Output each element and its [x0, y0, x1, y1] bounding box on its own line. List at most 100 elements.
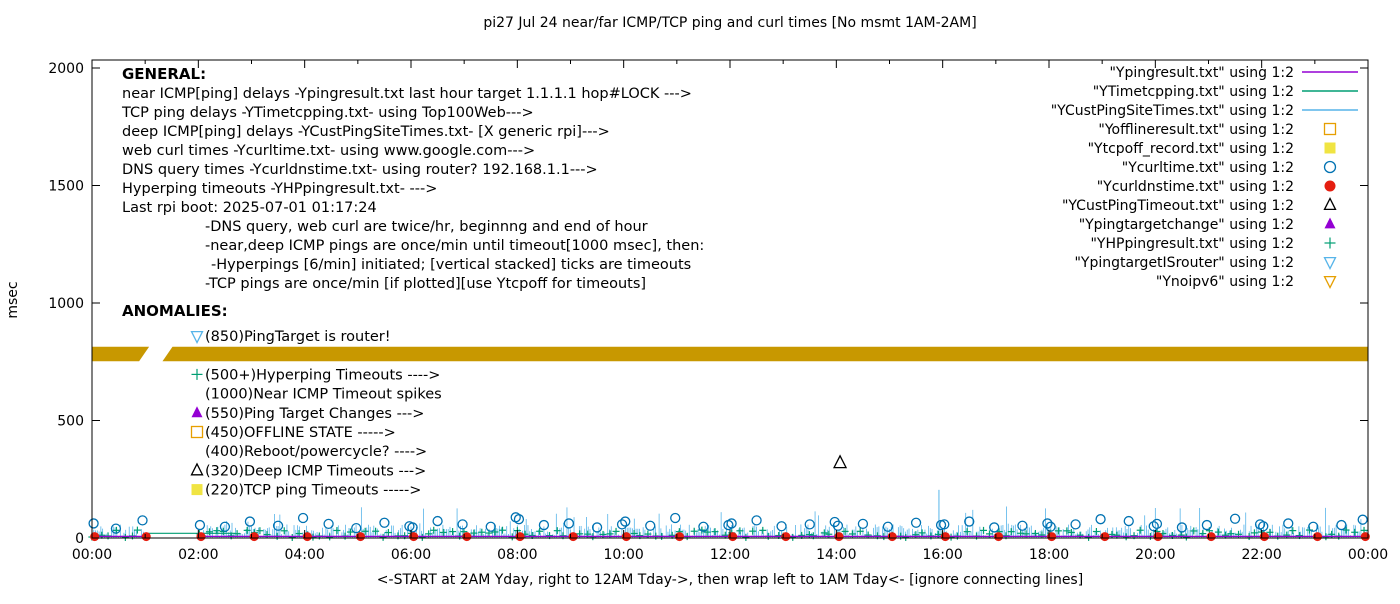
plus-icon: [1190, 527, 1198, 535]
plus-icon: [690, 527, 698, 535]
legend-item-label: "YHPpingresult.txt" using 1:2: [1090, 236, 1294, 252]
x-tick-label: 06:00: [391, 547, 431, 563]
general-line: -near,deep ICMP pings are once/min until…: [205, 238, 704, 254]
triangle-open-icon: [832, 454, 848, 469]
circle-open-icon: [910, 517, 922, 528]
plus-icon: [478, 528, 486, 536]
plus-icon: [864, 531, 872, 539]
plus-icon: [1054, 527, 1062, 535]
general-line: Hyperping timeouts -YHPpingresult.txt- -…: [122, 181, 437, 197]
plus-icon: [553, 527, 561, 535]
circle-open-icon: [538, 519, 550, 531]
plus-icon: [1342, 526, 1350, 534]
plus-icon: [1038, 531, 1046, 539]
circle-open-icon: [297, 512, 309, 524]
plus-icon: [191, 368, 203, 380]
circle-open-icon: [1357, 514, 1368, 525]
circle-open-icon: [1017, 520, 1028, 531]
anomaly-line: (450)OFFLINE STATE ----->: [205, 425, 396, 441]
legend-item-label: "Ycurldnstime.txt" using 1:2: [1097, 179, 1294, 195]
y-tick-label: 0: [75, 531, 84, 547]
plus-icon: [288, 533, 296, 541]
x-tick-label: 08:00: [497, 547, 537, 563]
legend-item: "YCustPingSiteTimes.txt" using 1:2: [1051, 103, 1358, 119]
circle-open-icon: [351, 522, 362, 534]
plus-icon: [902, 533, 910, 541]
circle-open-icon: [1176, 522, 1188, 533]
circle-open-icon: [432, 515, 443, 527]
circle-open-icon: [219, 521, 231, 532]
plus-icon: [789, 533, 797, 541]
circle-open-icon: [989, 522, 1000, 533]
circle-open-icon: [88, 518, 99, 529]
legend-item-label: "Yofflineresult.txt" using 1:2: [1098, 122, 1294, 138]
legend-item-label: "YCustPingTimeout.txt" using 1:2: [1062, 198, 1294, 214]
x-axis-label: <-START at 2AM Yday, right to 12AM Tday-…: [377, 572, 1083, 588]
legend-item-label: "Ynoipv6" using 1:2: [1156, 274, 1294, 290]
circle-open-icon: [1323, 160, 1337, 174]
noipv6-band-left: [92, 346, 150, 362]
general-line: -DNS query, web curl are twice/hr, begin…: [205, 219, 648, 235]
general-line: web curl times -Ycurltime.txt- using www…: [122, 143, 535, 159]
anomaly-line: (1000)Near ICMP Timeout spikes: [205, 387, 442, 403]
plus-icon: [980, 526, 988, 534]
general-line: -TCP pings are once/min [if plotted][use…: [205, 276, 646, 292]
x-tick-label: 20:00: [1135, 547, 1175, 563]
circle-filled-icon: [141, 532, 151, 542]
general-line: deep ICMP[ping] delays -YCustPingSiteTim…: [122, 124, 610, 140]
square-open-icon: [1323, 122, 1337, 136]
circle-open-icon: [804, 519, 815, 530]
y-axis-label: msec: [5, 281, 21, 318]
anomaly-line: (320)Deep ICMP Timeouts --->: [205, 463, 426, 479]
circle-open-icon: [1229, 513, 1241, 524]
plus-icon: [1289, 527, 1297, 535]
plus-icon: [918, 529, 926, 537]
circle-open-icon: [726, 518, 737, 529]
x-tick-label: 16:00: [922, 547, 962, 563]
circle-open-icon: [698, 521, 709, 532]
circle-open-icon: [939, 519, 950, 530]
legend-item: "Ytcpoff_record.txt" using 1:2: [1088, 141, 1336, 157]
general-line: -Hyperpings [6/min] initiated; [vertical…: [211, 257, 691, 273]
plus-icon: [963, 528, 971, 536]
plus-icon: [612, 527, 620, 535]
circle-open-icon: [513, 514, 525, 525]
general-heading: GENERAL:: [122, 65, 206, 83]
circle-open-icon: [110, 523, 122, 534]
circle-open-icon: [832, 520, 844, 531]
plus-icon: [820, 529, 828, 537]
y-tick-label: 1500: [48, 179, 84, 195]
legend-item: "Ypingtargetchange" using 1:2: [1079, 217, 1336, 233]
circle-open-icon: [1308, 521, 1319, 532]
plus-icon: [1250, 529, 1258, 537]
circle-open-icon: [591, 522, 603, 533]
plus-icon: [121, 533, 129, 541]
general-line: TCP ping delays -YTimetcpping.txt- using…: [121, 105, 534, 121]
legend-item: "YTimetcpping.txt" using 1:2: [1093, 84, 1358, 100]
square-open-icon: [190, 425, 204, 439]
plus-icon: [1177, 531, 1185, 539]
legend-item-label: "Ypingtargetchange" using 1:2: [1079, 217, 1294, 233]
plus-icon: [1266, 528, 1274, 536]
anomaly-line: (220)TCP ping Timeouts ----->: [205, 483, 421, 499]
plus-icon: [372, 527, 380, 535]
circle-open-icon: [964, 516, 975, 527]
circle-open-icon: [616, 519, 628, 530]
circle-open-icon: [407, 522, 418, 533]
circle-open-icon: [1070, 519, 1081, 530]
noipv6-band: [92, 346, 1368, 362]
anomaly-line: (400)Reboot/powercycle? ---->: [205, 444, 427, 460]
plus-icon: [1283, 531, 1291, 539]
plus-icon: [1136, 526, 1144, 534]
circle-open-icon: [194, 519, 206, 531]
plus-icon: [1092, 527, 1100, 535]
plus-icon: [243, 526, 251, 534]
y-tick-label: 2000: [48, 61, 84, 77]
anomaly-line: (550)Ping Target Changes --->: [205, 406, 424, 422]
circle-open-icon: [379, 517, 390, 528]
plus-icon: [1085, 533, 1093, 541]
x-tick-label: 22:00: [1241, 547, 1281, 563]
plus-icon: [205, 528, 213, 536]
x-tick-label: 00:00: [72, 547, 112, 563]
